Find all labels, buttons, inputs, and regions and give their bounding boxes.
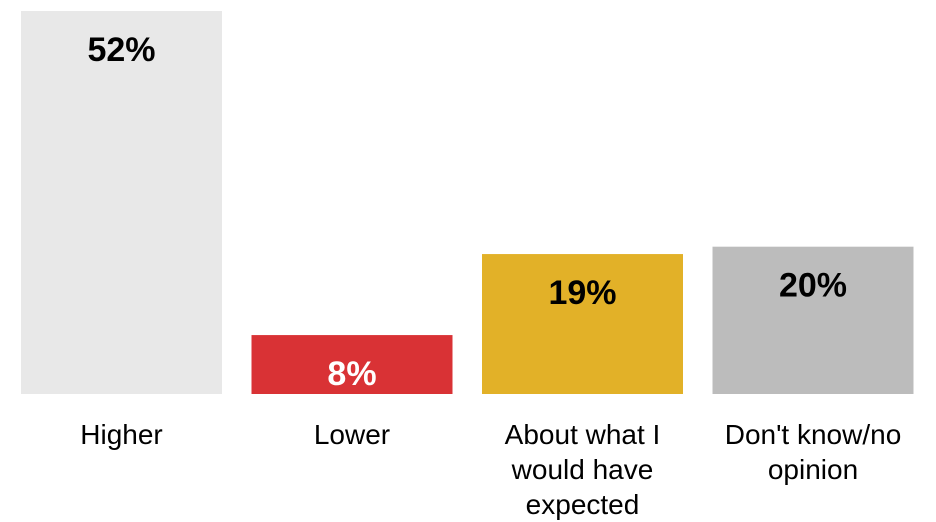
value-labels-group: 52% 8% 19% 20% [87,31,847,393]
category-label-line: Don't know/no [725,419,902,450]
category-label-line: About what I [505,419,661,450]
bar-value-label: 20% [779,267,847,305]
bar-value-label: 19% [548,274,616,312]
bar-value-label: 52% [87,31,155,69]
category-label: Lower [314,419,390,450]
category-label-line: Higher [80,419,162,450]
bar-4 [712,246,914,394]
category-label: Higher [80,419,162,450]
category-label-line: Lower [314,419,390,450]
category-label-line: opinion [768,454,858,485]
bar-value-label: 8% [327,355,376,393]
bar-3 [482,254,683,394]
category-labels-group: Higher Lower About what I would have expecte… [80,419,901,520]
category-label: About what I would have expected [505,419,661,520]
category-label: Don't know/no opinion [725,419,902,485]
category-label-line: would have [511,454,654,485]
bars-group [21,11,914,394]
bar-1 [21,11,222,394]
category-label-line: expected [526,489,640,520]
bar-2 [251,335,453,394]
